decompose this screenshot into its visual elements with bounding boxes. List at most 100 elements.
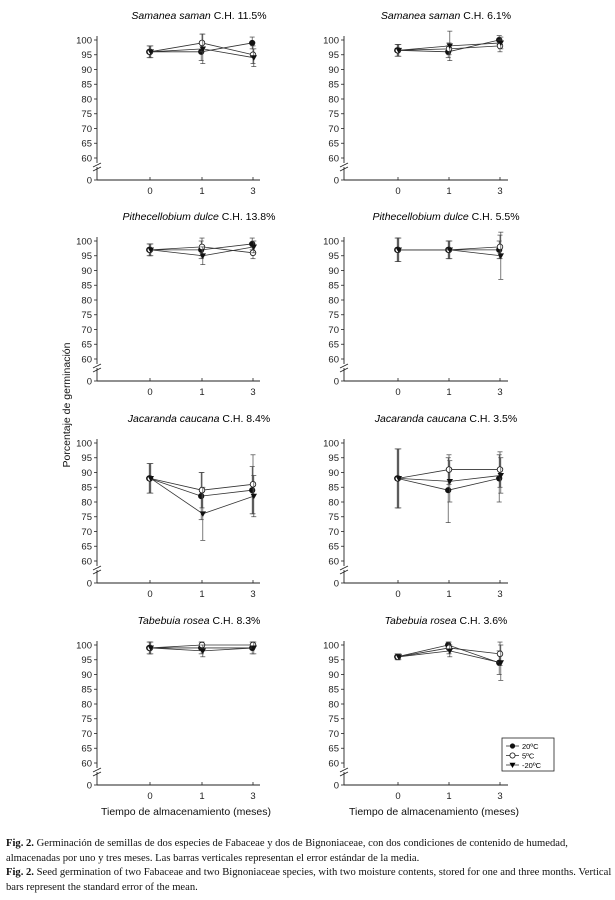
legend-marker-open-circle [509,752,516,759]
x-tick-label: 0 [147,589,152,600]
x-tick-label: 3 [497,387,502,398]
y-tick-label: 65 [328,340,339,351]
y-tick-label: 65 [328,139,339,150]
y-tick-label: 100 [323,438,339,449]
y-tick-label: 100 [76,438,92,449]
y-tick-label: 85 [81,80,92,91]
data-point-triangle [199,511,206,517]
axis-break-mark [92,767,102,773]
panel-title-species: Tabebuia rosea [385,615,457,627]
y-tick-label: 0 [334,578,339,589]
x-tick-label: 3 [250,186,255,197]
y-tick-label: 90 [81,266,92,277]
x-tick-label: 1 [446,791,451,802]
y-tick-label: 0 [334,376,339,387]
data-point-triangle [446,247,453,254]
panel-title-moisture: C.H. 3.5% [466,413,517,425]
y-axis-label: Porcentaje de germinación [61,342,73,467]
y-tick-label: 95 [81,251,92,262]
series-5C [394,448,504,509]
axis-break-mark [339,565,349,571]
y-tick-label: 95 [328,453,339,464]
data-point-filled-circle [249,39,256,47]
x-tick-label: 0 [147,387,152,398]
y-tick-label: 80 [81,94,92,105]
y-tick-label: 95 [81,655,92,666]
axis-break-mark [339,162,349,168]
data-point-open-circle [198,487,206,494]
x-tick-label: 1 [446,589,451,600]
chart-panel-4: Pithecellobium dulce C.H. 5.5% 60 65 70 75 80… [323,211,519,398]
y-tick-label: 95 [328,50,339,61]
y-tick-label: 80 [81,699,92,710]
chart-panel-2: Samanea saman C.H. 6.1% 60 65 70 75 80 85 90 95 1… [323,10,511,197]
x-tick-label: 1 [446,186,451,197]
caption-spanish-text: Germinación de semillas de dos especies … [6,838,568,864]
data-point-triangle [395,654,402,660]
data-point-triangle [395,247,402,254]
y-tick-label: 0 [87,376,92,387]
y-tick-label: 75 [81,714,92,725]
y-tick-label: 60 [81,354,92,365]
y-tick-label: 85 [328,281,339,292]
y-tick-label: 75 [328,714,339,725]
y-tick-label: 100 [76,640,92,651]
data-point-triangle [199,648,206,655]
y-tick-label: 80 [81,497,92,508]
y-tick-label: 100 [323,640,339,651]
panel-title: Samanea saman C.H. 6.1% [381,10,511,22]
panel-title-moisture: C.H. 8.4% [219,413,270,425]
x-tick-label: 3 [497,589,502,600]
y-tick-label: 0 [87,578,92,589]
series-minus20C [147,33,257,67]
y-tick-label: 90 [328,65,339,76]
y-tick-label: 0 [334,780,339,791]
legend-marker-triangle [509,762,516,768]
y-tick-label: 100 [323,35,339,46]
panel-title: Jacaranda caucana C.H. 8.4% [127,413,270,425]
y-tick-label: 60 [81,556,92,567]
data-point-triangle [199,253,206,259]
x-tick-label: 1 [446,387,451,398]
panel-title: Samanea saman C.H. 11.5% [131,10,266,22]
series-minus20C [395,231,504,280]
axis-break-mark [92,363,102,369]
data-point-filled-circle [249,487,256,494]
y-tick-label: 85 [328,685,339,696]
x-tick-label: 1 [199,387,204,398]
chart-panel-1: Samanea saman C.H. 11.5% 60 65 70 75 80 85 90 95… [76,10,266,197]
y-tick-label: 100 [76,236,92,247]
data-point-open-circle [198,39,206,47]
y-tick-label: 60 [328,153,339,164]
axis-break-mark [92,565,102,571]
y-tick-label: 70 [81,729,92,740]
y-tick-label: 65 [328,744,339,755]
data-point-triangle [250,645,257,652]
y-tick-label: 65 [81,744,92,755]
data-point-open-circle [496,466,504,473]
data-point-triangle [497,40,504,47]
y-tick-label: 70 [81,124,92,135]
data-point-triangle [446,648,453,655]
panel-title: Tabebuia rosea C.H. 3.6% [385,615,508,627]
x-axis-label-right: Tiempo de almacenamiento (meses) [349,806,519,818]
data-point-triangle [446,478,453,485]
panel-title-moisture: C.H. 6.1% [460,10,511,22]
y-tick-label: 80 [328,699,339,710]
data-point-open-circle [496,650,504,658]
data-point-triangle [250,55,257,61]
y-tick-label: 90 [328,266,339,277]
panel-title-species: Jacaranda caucana [374,413,467,425]
data-point-triangle [250,493,257,500]
data-point-triangle [497,660,504,666]
panel-title-species: Samanea saman [131,10,211,22]
panel-title-moisture: C.H. 3.6% [457,615,508,627]
y-tick-label: 0 [87,175,92,186]
y-tick-label: 75 [328,109,339,120]
chart-panel-6: Jacaranda caucana C.H. 3.5% 60 65 70 75 80 85 9… [323,413,517,600]
x-tick-label: 1 [199,791,204,802]
y-tick-label: 90 [328,468,339,479]
chart-panel-3: Pithecellobium dulce C.H. 13.8% 60 65 70 75 8… [76,211,275,398]
panel-title: Pithecellobium dulce C.H. 13.8% [123,211,276,223]
